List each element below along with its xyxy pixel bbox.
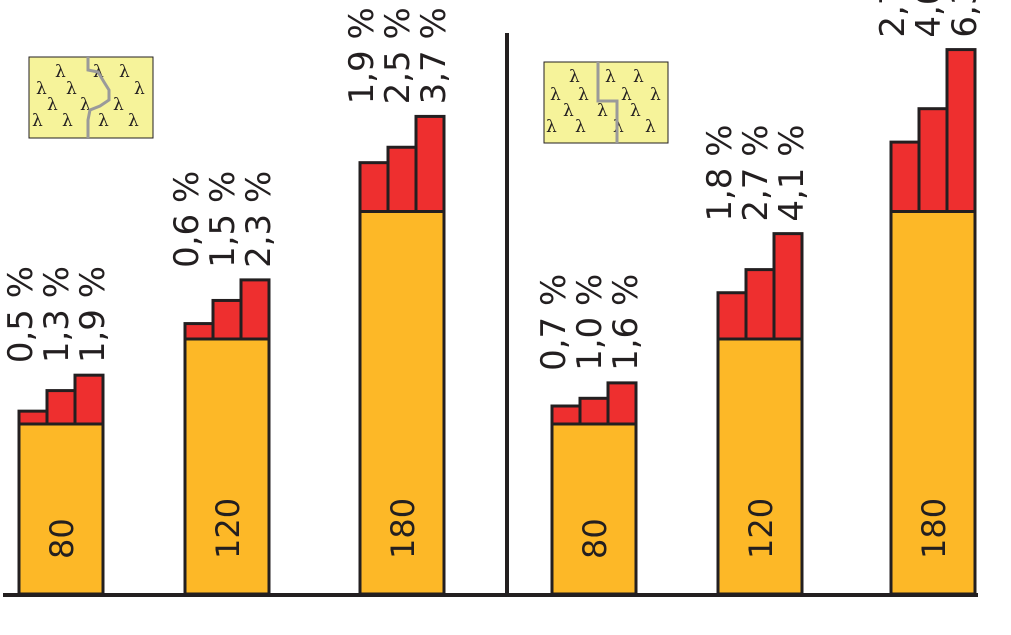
svg-text:λ: λ [55, 62, 66, 82]
increase-percent-label: 2,7 % [736, 124, 776, 221]
base-bar [183, 337, 271, 596]
base-value-label: 80 [576, 518, 614, 559]
svg-text:λ: λ [650, 85, 661, 105]
increase-percent-label: 3,7 % [414, 7, 454, 104]
increase-percent-label: 1,5 % [203, 171, 243, 268]
increase-percent-label: 6,3 % [945, 0, 985, 38]
base-value-label: 180 [384, 498, 422, 559]
svg-text:λ: λ [32, 111, 43, 131]
base-value-label: 180 [915, 498, 953, 559]
increase-percent-label: 1,8 % [700, 124, 740, 221]
increase-bar [945, 48, 977, 216]
bar-group-left-80: 80 0,5 %1,3 %1,9 % [1, 266, 113, 596]
svg-text:λ: λ [569, 67, 580, 87]
increase-bar [211, 298, 243, 343]
increase-bar [414, 114, 446, 215]
svg-text:λ: λ [80, 95, 91, 115]
base-bar [358, 210, 446, 596]
svg-text:λ: λ [597, 101, 608, 121]
increase-percent-label: 1,9 % [73, 266, 113, 363]
increase-percent-label: 1,6 % [606, 274, 646, 371]
svg-text:λ: λ [563, 101, 574, 121]
svg-text:λ: λ [36, 79, 47, 99]
svg-text:λ: λ [66, 79, 77, 99]
increase-percent-label: 1,0 % [570, 274, 610, 371]
increase-bar [358, 161, 390, 215]
bar-group-left-120: 120 0,6 %1,5 %2,3 % [167, 171, 279, 596]
base-value-label: 120 [209, 498, 247, 559]
increase-bar [73, 373, 105, 428]
svg-text:λ: λ [119, 62, 130, 82]
base-bar [550, 422, 638, 596]
increase-percent-label: 4,1 % [772, 124, 812, 221]
svg-text:λ: λ [621, 85, 632, 105]
increase-percent-label: 2,5 % [378, 7, 418, 104]
svg-text:λ: λ [645, 117, 656, 137]
increase-percent-label: 1,3 % [37, 266, 77, 363]
svg-text:λ: λ [134, 79, 145, 99]
svg-text:λ: λ [633, 67, 644, 87]
increase-percent-label: 2,7 % [873, 0, 913, 38]
svg-text:λ: λ [630, 101, 641, 121]
base-value-label: 120 [742, 498, 780, 559]
increase-bar [889, 140, 921, 215]
increase-percent-label: 0,7 % [534, 274, 574, 371]
svg-text:λ: λ [62, 111, 73, 131]
bar-group-right-180: 180 2,7 %4,0 %6,3 % [873, 0, 985, 596]
svg-text:λ: λ [47, 95, 58, 115]
svg-text:λ: λ [546, 117, 557, 137]
increase-percent-label: 0,6 % [167, 171, 207, 268]
base-bar [17, 422, 105, 596]
bar-group-left-180: 180 1,9 %2,5 %3,7 % [342, 7, 454, 596]
svg-text:λ: λ [578, 85, 589, 105]
increase-bar [606, 381, 638, 428]
lambda-panel-step-joint-icon: λ λ λ λ λ λ λ λ λ λ λ λ λ λ [543, 61, 669, 144]
increase-bar [386, 145, 418, 215]
increase-bar [716, 291, 748, 343]
svg-text:λ: λ [575, 117, 586, 137]
increase-percent-label: 1,9 % [342, 7, 382, 104]
increase-bar [239, 278, 271, 343]
svg-text:λ: λ [128, 111, 139, 131]
svg-text:λ: λ [605, 67, 616, 87]
increase-bar [578, 396, 610, 428]
lambda-panel-zigzag-joint-icon: λ λ λ λ λ λ λ λ λ λ λ λ λ [28, 56, 154, 139]
bar-group-right-80: 80 0,7 %1,0 %1,6 % [534, 274, 646, 596]
increase-bar [744, 268, 776, 343]
base-bar [716, 337, 804, 596]
svg-text:λ: λ [113, 95, 124, 115]
bar-group-right-120: 120 1,8 %2,7 %4,1 % [700, 124, 812, 596]
increase-bar [772, 232, 804, 343]
svg-text:λ: λ [98, 111, 109, 131]
increase-percent-label: 4,0 % [909, 0, 949, 38]
increase-bar [917, 107, 949, 215]
base-value-label: 80 [43, 518, 81, 559]
svg-text:λ: λ [550, 85, 561, 105]
increase-percent-label: 2,3 % [239, 171, 279, 268]
increase-percent-label: 0,5 % [1, 266, 41, 363]
increase-bar [45, 389, 77, 428]
base-bar [889, 210, 977, 596]
